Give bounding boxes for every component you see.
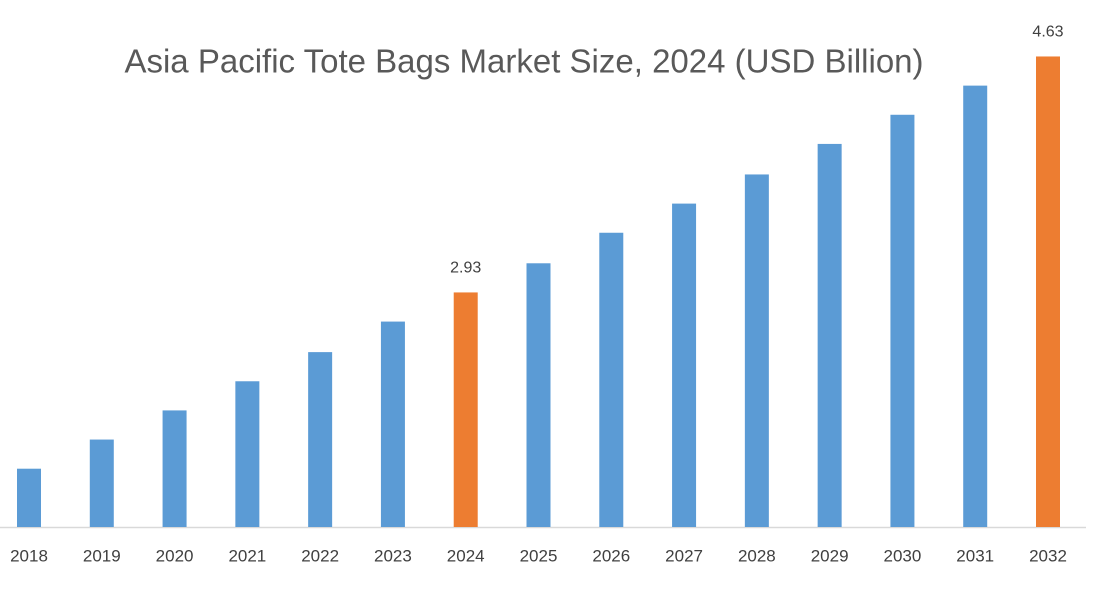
bar [599,232,624,527]
bar [1036,56,1060,528]
bar [963,85,988,527]
x-tick-label: 2028 [738,546,776,565]
x-tick-label: 2022 [301,546,339,565]
value-label: 2.93 [450,260,481,277]
x-tick-label: 2019 [83,546,121,565]
bar [890,114,915,527]
x-tick-label: 2020 [156,546,194,565]
chart-title: Asia Pacific Tote Bags Market Size, 2024… [124,43,923,80]
value-label: 4.63 [1032,24,1063,41]
bar [744,174,769,527]
x-tick-label: 2029 [811,546,849,565]
x-tick-label: 2023 [374,546,412,565]
x-tick-label: 2027 [665,546,703,565]
x-tick-label: 2021 [228,546,266,565]
bar [17,468,41,527]
x-tick-label: 2032 [1029,546,1067,565]
bar [235,381,260,527]
x-tick-label: 2024 [447,546,485,565]
bar [162,410,187,527]
bar [89,439,114,527]
bar [453,292,478,527]
x-tick-label: 2031 [956,546,994,565]
bar [526,263,551,527]
bar [380,321,405,527]
x-tick-label: 2018 [10,546,48,565]
x-tick-label: 2025 [520,546,558,565]
bar [308,352,333,527]
x-tick-label: 2026 [592,546,630,565]
bar [672,203,697,528]
x-tick-label: 2030 [884,546,922,565]
bar [817,143,842,527]
